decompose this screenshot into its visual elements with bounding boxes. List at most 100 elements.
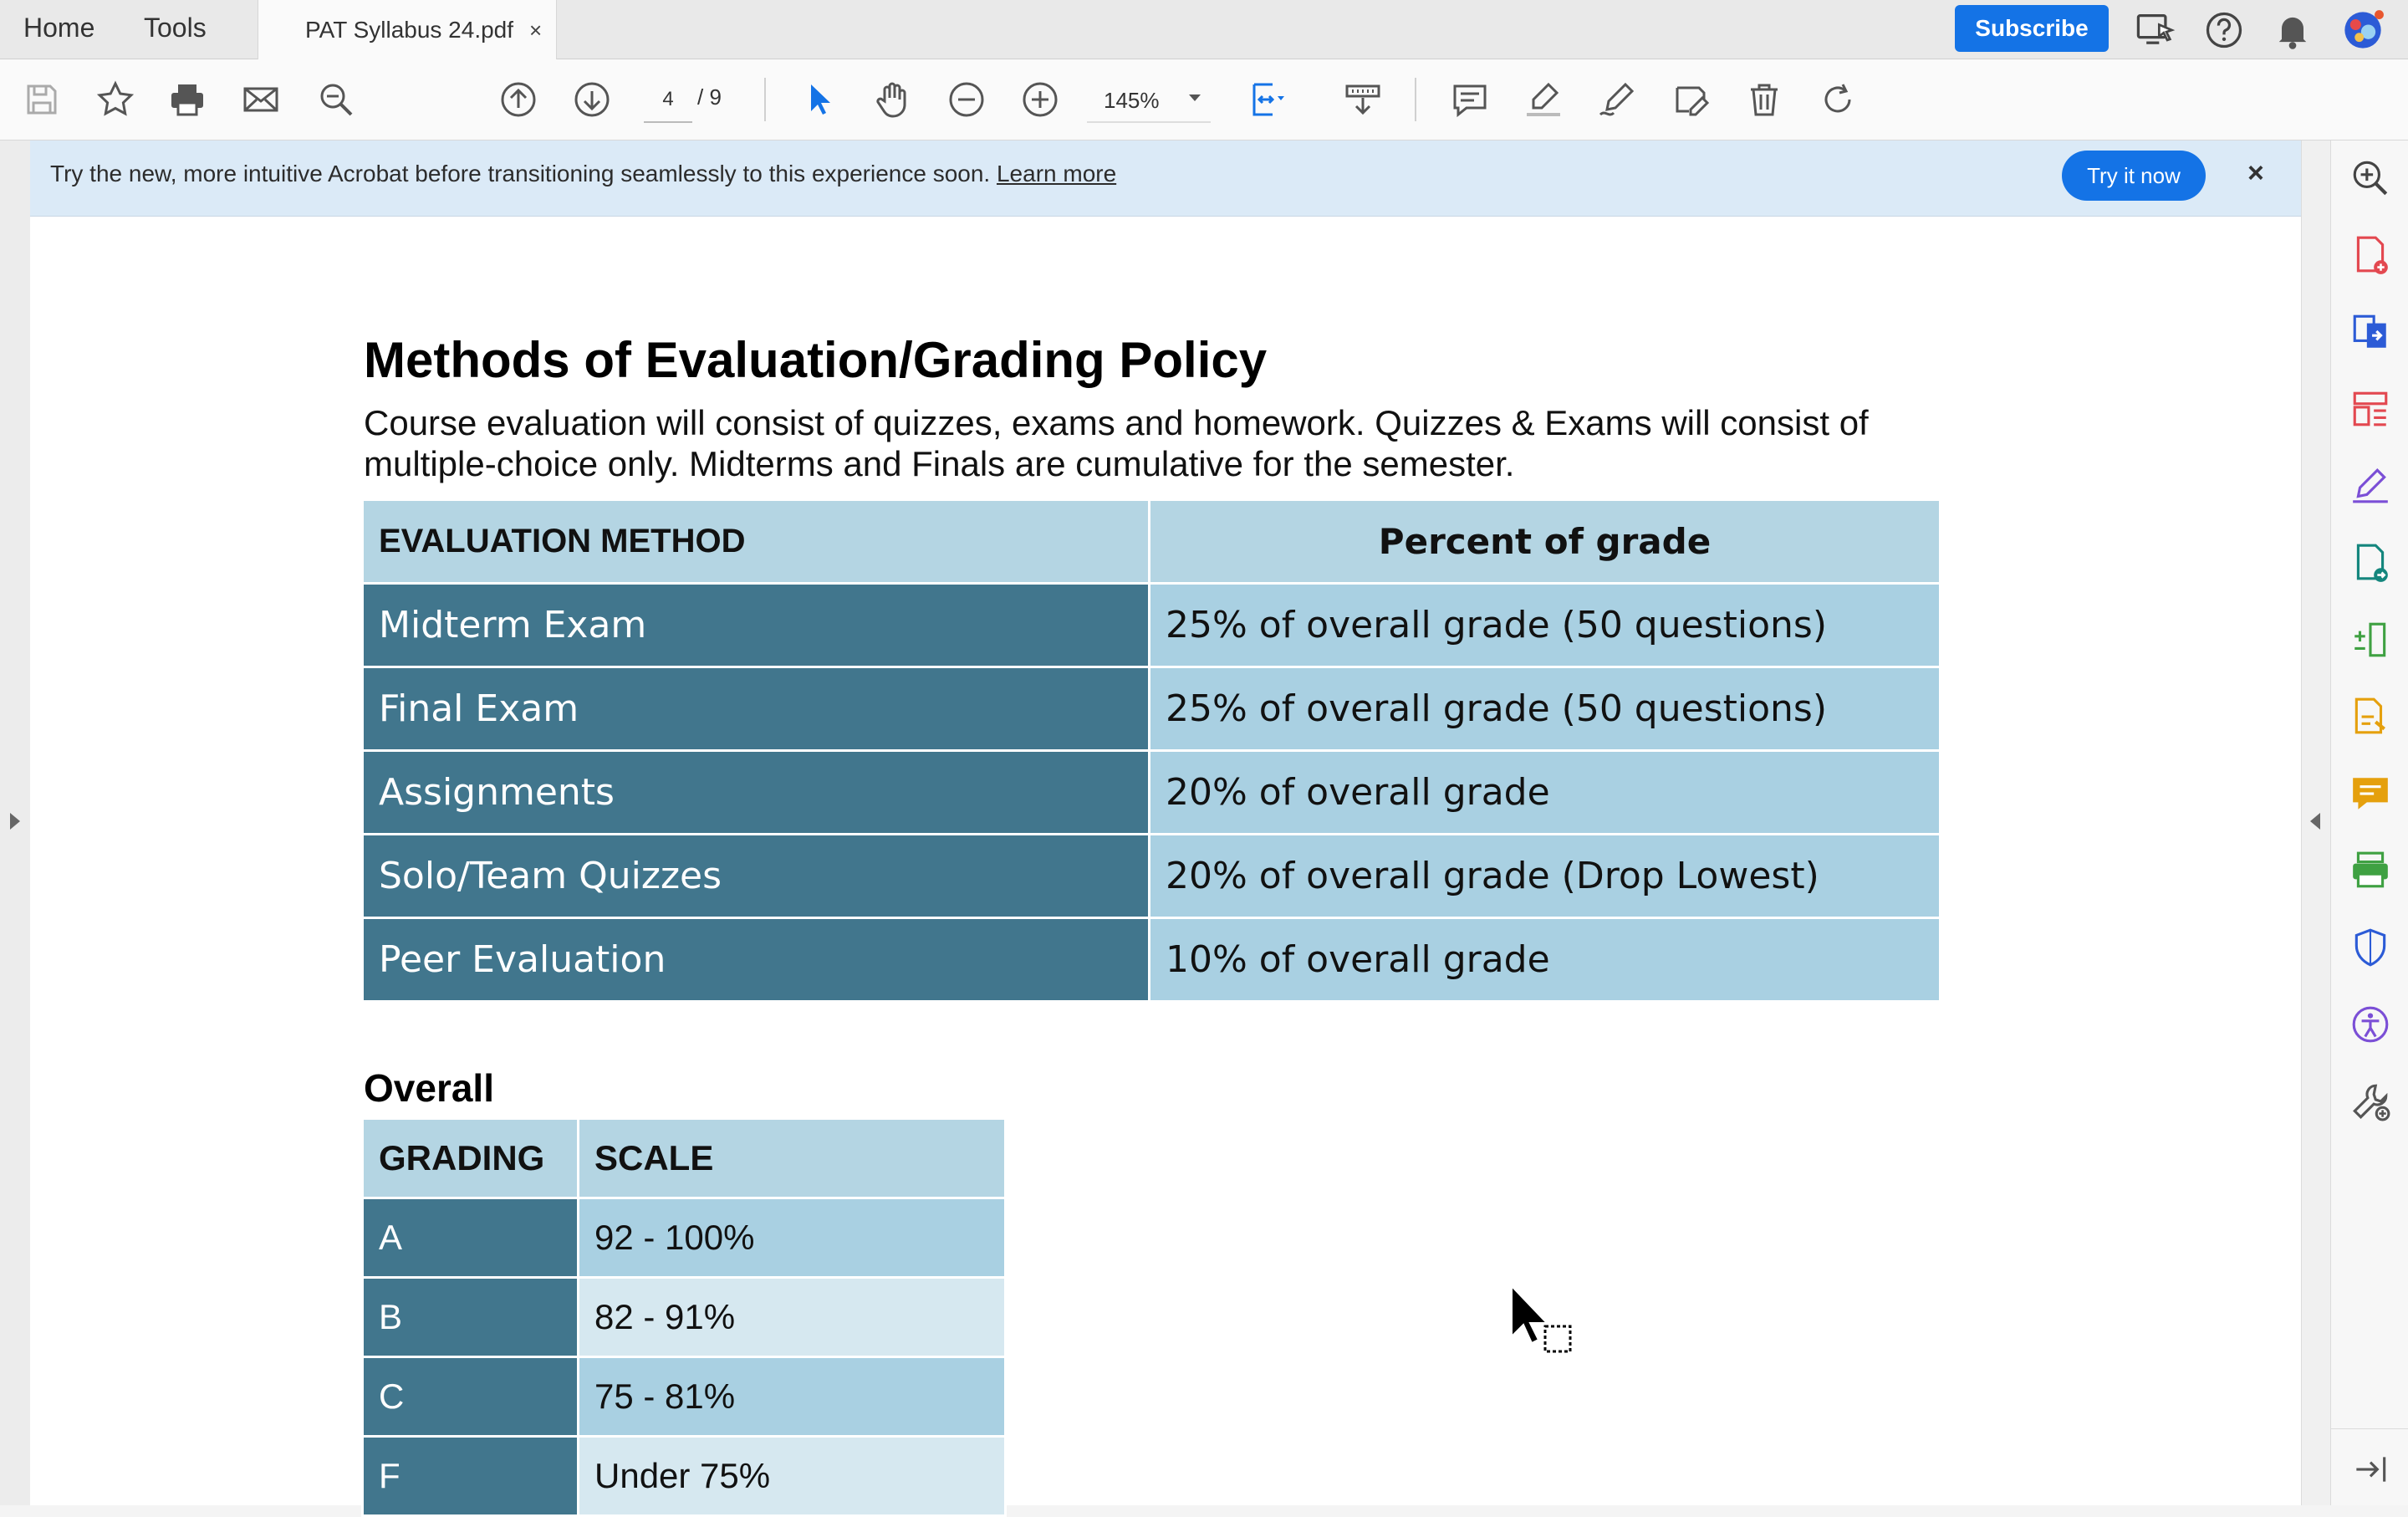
table-row: Midterm Exam 25% of overall grade (50 qu…	[361, 582, 1941, 668]
email-icon[interactable]	[239, 78, 283, 121]
header-scale: SCALE	[577, 1117, 1007, 1199]
percent-cell: 25% of overall grade (50 questions)	[1148, 666, 1941, 752]
pdf-page: Methods of Evaluation/Grading Policy Cou…	[30, 217, 2301, 1517]
mouse-cursor-icon	[1508, 1283, 1575, 1366]
header-evaluation-method: EVALUATION METHOD	[361, 498, 1150, 585]
close-banner-button[interactable]: ×	[2247, 157, 2264, 189]
zoom-dropdown[interactable]: 145%	[1087, 78, 1211, 123]
table-row: A 92 - 100%	[361, 1197, 1007, 1279]
evaluation-method-cell: Final Exam	[361, 666, 1150, 752]
intro-paragraph: Course evaluation will consist of quizze…	[364, 402, 1969, 484]
zoom-value: 145%	[1104, 88, 1160, 113]
intro-line-1: Course evaluation will consist of quizze…	[364, 403, 1869, 442]
chevron-right-icon	[10, 813, 20, 830]
table-header-row: EVALUATION METHOD Percent of grade	[361, 498, 1941, 585]
print-icon[interactable]	[166, 78, 209, 121]
zoom-out-icon[interactable]	[945, 78, 988, 121]
user-avatar[interactable]	[2341, 8, 2385, 52]
table-row: C 75 - 81%	[361, 1356, 1007, 1438]
left-panel-toggle[interactable]	[0, 140, 30, 1505]
export-pdf-icon[interactable]	[2348, 309, 2393, 355]
evaluation-method-cell: Assignments	[361, 749, 1150, 835]
overall-heading: Overall	[364, 1066, 494, 1110]
compress-icon[interactable]	[2348, 617, 2393, 662]
draw-pen-icon[interactable]	[1595, 78, 1639, 121]
percent-cell: 25% of overall grade (50 questions)	[1148, 582, 1941, 668]
save-icon[interactable]	[20, 78, 64, 121]
comment-rail-icon[interactable]	[2348, 771, 2393, 816]
bookmark-star-icon[interactable]	[94, 78, 137, 121]
close-tab-button[interactable]: ×	[529, 18, 543, 43]
chevron-left-icon	[2310, 813, 2320, 830]
evaluation-method-cell: Midterm Exam	[361, 582, 1150, 668]
find-icon[interactable]	[314, 78, 358, 121]
banner-message-text: Try the new, more intuitive Acrobat befo…	[50, 161, 991, 186]
upgrade-banner: Try the new, more intuitive Acrobat befo…	[30, 140, 2301, 217]
table-row: Assignments 20% of overall grade	[361, 749, 1941, 835]
table-row: Peer Evaluation 10% of overall grade	[361, 917, 1941, 1003]
table-row: Final Exam 25% of overall grade (50 ques…	[361, 666, 1941, 752]
subscribe-button[interactable]: Subscribe	[1955, 5, 2109, 52]
percent-cell: 20% of overall grade	[1148, 749, 1941, 835]
main-toolbar: / 9 145%	[0, 59, 2408, 140]
learn-more-link[interactable]: Learn more	[996, 161, 1117, 186]
fill-sign-icon[interactable]	[2348, 463, 2393, 508]
tab-home[interactable]: Home	[23, 13, 95, 43]
range-cell: 92 - 100%	[577, 1197, 1007, 1279]
range-cell: Under 75%	[577, 1435, 1007, 1517]
tools-rail	[2330, 140, 2408, 1505]
range-cell: 75 - 81%	[577, 1356, 1007, 1438]
table-row: B 82 - 91%	[361, 1276, 1007, 1358]
grading-scale-table: GRADING SCALE A 92 - 100% B 82 - 91% C 7…	[361, 1117, 1007, 1517]
accessibility-icon[interactable]	[2348, 1002, 2393, 1047]
page-up-icon[interactable]	[497, 78, 540, 121]
zoom-search-icon[interactable]	[2348, 156, 2393, 201]
grade-cell: F	[361, 1435, 579, 1517]
edit-pdf-icon[interactable]	[2348, 540, 2393, 585]
top-tab-bar: Home Tools PAT Syllabus 24.pdf × Subscri…	[0, 0, 2408, 59]
evaluation-method-cell: Peer Evaluation	[361, 917, 1150, 1003]
request-signature-icon[interactable]	[2348, 694, 2393, 739]
more-tools-icon[interactable]	[2348, 1079, 2393, 1124]
document-tab-title: PAT Syllabus 24.pdf	[305, 17, 514, 43]
create-pdf-icon[interactable]	[2348, 232, 2393, 278]
table-header-row: GRADING SCALE	[361, 1117, 1007, 1199]
zoom-in-icon[interactable]	[1018, 78, 1062, 121]
edit-text-icon[interactable]	[1669, 78, 1712, 121]
percent-cell: 10% of overall grade	[1148, 917, 1941, 1003]
toolbar-divider	[1415, 78, 1416, 121]
table-row: F Under 75%	[361, 1435, 1007, 1517]
grade-cell: C	[361, 1356, 579, 1438]
help-icon[interactable]	[2202, 8, 2246, 52]
notifications-bell-icon[interactable]	[2271, 8, 2314, 52]
try-it-now-button[interactable]: Try it now	[2062, 151, 2206, 201]
chevron-down-icon	[1189, 94, 1201, 101]
tab-tools[interactable]: Tools	[144, 13, 207, 43]
delete-icon[interactable]	[1742, 78, 1786, 121]
organize-pages-icon[interactable]	[2348, 386, 2393, 432]
scroll-mode-icon[interactable]	[1341, 78, 1385, 121]
protect-icon[interactable]	[2348, 925, 2393, 970]
range-cell: 82 - 91%	[577, 1276, 1007, 1358]
right-panel-toggle[interactable]	[2301, 140, 2330, 1505]
rail-divider	[2331, 1428, 2408, 1429]
percent-cell: 20% of overall grade (Drop Lowest)	[1148, 833, 1941, 919]
fit-page-icon[interactable]	[1246, 78, 1289, 121]
tab-document[interactable]: PAT Syllabus 24.pdf ×	[258, 0, 557, 59]
page-total-label: / 9	[697, 84, 722, 110]
rotate-icon[interactable]	[1816, 78, 1860, 121]
page-down-icon[interactable]	[570, 78, 614, 121]
grade-cell: B	[361, 1276, 579, 1358]
grade-cell: A	[361, 1197, 579, 1279]
hand-tool-icon[interactable]	[871, 78, 915, 121]
header-grading: GRADING	[361, 1117, 579, 1199]
evaluation-method-cell: Solo/Team Quizzes	[361, 833, 1150, 919]
banner-message: Try the new, more intuitive Acrobat befo…	[50, 161, 1116, 187]
comment-icon[interactable]	[1448, 78, 1492, 121]
scan-icon[interactable]	[2348, 848, 2393, 893]
page-number-input[interactable]	[644, 78, 692, 123]
collapse-rail-icon[interactable]	[2348, 1447, 2393, 1492]
select-cursor-icon[interactable]	[798, 78, 841, 121]
highlight-icon[interactable]	[1522, 78, 1565, 121]
share-screen-icon[interactable]	[2134, 8, 2177, 52]
